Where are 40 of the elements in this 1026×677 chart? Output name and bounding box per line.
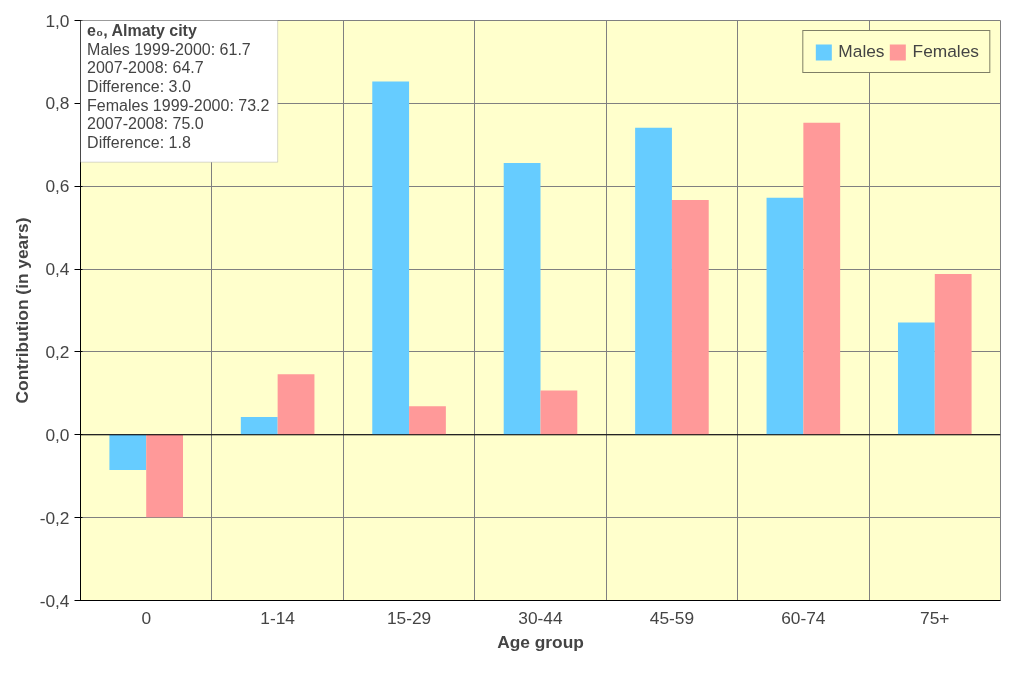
- bar: [766, 197, 804, 435]
- annotation: 2007-2008: 75.0: [87, 115, 204, 133]
- annotation: Difference: 3.0: [87, 78, 191, 96]
- bar: [240, 416, 278, 435]
- bar: [671, 199, 709, 435]
- bar: [109, 434, 147, 470]
- bar: [409, 406, 446, 435]
- x-tick-label: 60-74: [781, 607, 826, 628]
- bar: [540, 390, 578, 435]
- legend-label: Males: [838, 41, 885, 62]
- annotation: Males 1999-2000: 61.7: [87, 40, 251, 58]
- bar: [372, 81, 410, 435]
- x-tick-label: 75+: [920, 607, 950, 628]
- y-tick-label: -0,2: [39, 507, 70, 528]
- y-tick-label: 0,6: [45, 176, 70, 197]
- x-tick-label: 0: [141, 607, 152, 628]
- y-tick-label: 0,2: [45, 341, 70, 362]
- y-tick-label: 0,8: [45, 93, 70, 114]
- bar: [635, 127, 672, 435]
- x-axis-title: Age group: [497, 631, 584, 652]
- annotation: Difference: 1.8: [87, 134, 191, 151]
- annotation: 2007-2008: 64.7: [87, 59, 204, 77]
- bar: [803, 122, 841, 435]
- annotation: Females 1999-2000: 73.2: [87, 96, 270, 114]
- y-axis-title: Contribution (in years): [11, 217, 32, 404]
- x-tick-label: 45-59: [649, 607, 695, 628]
- x-tick-label: 15-29: [386, 607, 432, 628]
- y-tick-label: 1,0: [45, 10, 70, 31]
- x-tick-label: 1-14: [260, 607, 296, 628]
- x-tick-label: 30-44: [518, 607, 564, 628]
- y-tick-label: -0,4: [39, 590, 70, 611]
- y-tick-label: 0,0: [45, 424, 70, 445]
- bar: [897, 322, 935, 435]
- legend-label: Females: [912, 41, 979, 62]
- bar: [146, 434, 184, 518]
- bar: [934, 274, 972, 435]
- bar: [503, 163, 541, 435]
- y-tick-label: 0,4: [45, 259, 70, 280]
- bar: [277, 374, 315, 435]
- annotation: e₀, Almaty city: [87, 22, 197, 40]
